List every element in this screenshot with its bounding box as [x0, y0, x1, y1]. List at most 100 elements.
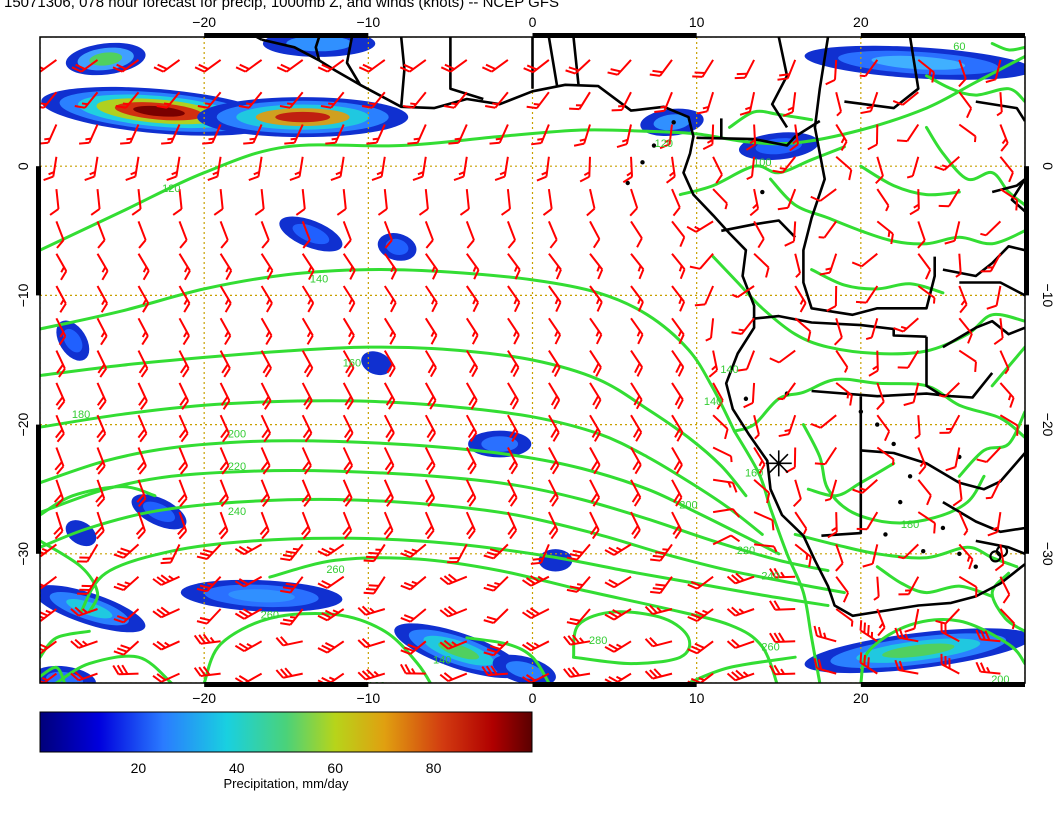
- height-contour: [678, 145, 846, 197]
- wind-barb: [630, 479, 642, 507]
- wind-barb: [958, 123, 977, 143]
- wind-barb: [465, 253, 480, 280]
- wind-barb: [548, 382, 561, 410]
- wind-barb: [295, 188, 306, 216]
- wind-barb: [260, 382, 272, 410]
- wind-barb: [112, 59, 140, 73]
- wind-barb: [342, 479, 353, 507]
- frame-bar: [860, 682, 1025, 687]
- wind-barb: [320, 91, 345, 109]
- wind-barb: [219, 350, 231, 378]
- wind-barb: [753, 414, 760, 440]
- wind-barb: [630, 285, 644, 312]
- wind-barb: [726, 572, 755, 585]
- wind-barb: [745, 124, 757, 151]
- wind-barb: [726, 606, 755, 617]
- wind-barb: [70, 671, 98, 682]
- contour-label: 120: [655, 138, 673, 150]
- wind-barb: [418, 188, 429, 216]
- wind-barb: [238, 91, 263, 109]
- colorbar: [39, 711, 533, 753]
- contour-label: 180: [72, 409, 90, 421]
- wind-barb: [289, 156, 304, 182]
- wind-barb: [400, 663, 426, 675]
- wind-barb: [260, 221, 270, 249]
- wind-barb: [439, 573, 468, 586]
- wind-barb: [399, 59, 427, 73]
- wind-barb: [644, 604, 673, 615]
- wind-barb: [945, 447, 961, 472]
- wind-barb: [856, 511, 879, 531]
- wind-barb: [785, 447, 797, 474]
- wind-barb: [896, 123, 920, 143]
- wind-barb: [260, 253, 274, 281]
- precip-cell: [66, 598, 113, 619]
- wind-barb: [260, 285, 273, 313]
- wind-barb: [54, 447, 65, 475]
- wind-barb: [280, 543, 304, 562]
- wind-barb: [301, 511, 311, 540]
- wind-barb: [507, 479, 518, 507]
- wind-barb: [976, 446, 1002, 463]
- wind-barb: [980, 220, 1002, 237]
- wind-barb: [424, 447, 436, 475]
- wind-barb: [876, 382, 885, 411]
- wind-barb: [835, 544, 844, 572]
- wind-barb: [521, 672, 550, 683]
- wind-barb: [383, 511, 394, 540]
- coast-islet: [907, 474, 913, 479]
- wind-barb: [137, 382, 148, 410]
- wind-barb: [975, 661, 1001, 675]
- wind-barb: [317, 575, 345, 589]
- wind-barb: [589, 479, 601, 507]
- wind-barb: [736, 350, 756, 372]
- height-contour: [801, 423, 986, 525]
- wind-barb: [219, 317, 232, 346]
- wind-barb: [589, 382, 602, 410]
- wind-barb: [687, 640, 714, 655]
- wind-barb: [862, 544, 879, 568]
- height-contour: [40, 539, 100, 614]
- wind-barb: [579, 156, 591, 183]
- wind-barb: [734, 59, 755, 80]
- wind-barb: [630, 414, 643, 442]
- coastline: [942, 319, 1025, 349]
- wind-barb: [986, 285, 1002, 310]
- wind-barb: [71, 59, 99, 73]
- wind-barb: [671, 317, 685, 345]
- precip-cell: [133, 105, 185, 117]
- frame-bar: [1024, 166, 1029, 296]
- coast-islet: [883, 532, 888, 537]
- wind-barb: [177, 511, 188, 540]
- height-contour: [572, 610, 692, 666]
- wind-barb: [782, 92, 797, 117]
- wind-barb: [739, 91, 756, 116]
- wind-barb: [234, 543, 263, 556]
- wind-barb: [753, 479, 771, 504]
- wind-barb: [507, 447, 519, 475]
- height-contour: [465, 636, 551, 683]
- coastline: [802, 37, 936, 317]
- wind-barb: [917, 447, 927, 475]
- contour-label: 100: [753, 157, 771, 169]
- wind-barb: [909, 189, 920, 216]
- contour-label: 220: [737, 545, 755, 557]
- wind-barb: [671, 479, 683, 507]
- wind-barb: [202, 124, 222, 145]
- coastline: [959, 281, 1025, 297]
- wind-barb: [784, 221, 797, 247]
- wind-barb: [712, 414, 729, 440]
- lat-tick-label-left: −10: [15, 283, 31, 307]
- height-contour: [40, 469, 830, 573]
- wind-barb: [903, 382, 920, 407]
- wind-barb: [521, 640, 550, 652]
- wind-barb: [465, 382, 478, 410]
- wind-barb: [193, 633, 221, 645]
- wind-barb: [317, 608, 345, 622]
- precip-cell: [63, 328, 83, 353]
- coast-islet: [760, 189, 765, 195]
- wind-barb: [777, 59, 797, 81]
- wind-barb: [325, 124, 345, 145]
- wind-barb: [521, 607, 550, 619]
